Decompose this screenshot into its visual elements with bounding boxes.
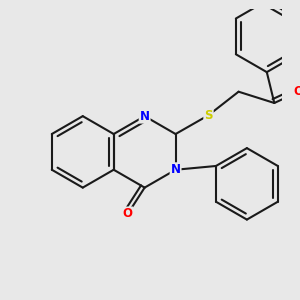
Text: N: N xyxy=(171,163,181,176)
Text: N: N xyxy=(140,110,150,123)
Text: O: O xyxy=(123,207,133,220)
Text: O: O xyxy=(294,85,300,98)
Text: S: S xyxy=(204,109,213,122)
